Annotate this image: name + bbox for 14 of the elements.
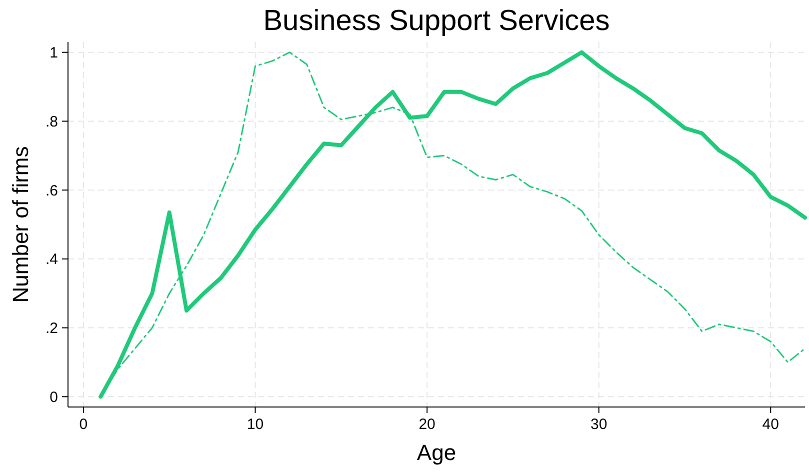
chart-title: Business Support Services [263, 5, 610, 37]
y-tick-label: 0 [50, 388, 58, 406]
y-tick-label: 1 [50, 44, 58, 62]
x-axis-title: Age [416, 440, 456, 465]
x-tick-label: 30 [590, 416, 608, 433]
y-tick-label: .6 [45, 182, 58, 200]
y-tick-label: .4 [45, 251, 58, 268]
y-tick-label: .8 [45, 113, 58, 130]
x-tick-label: 40 [762, 416, 779, 433]
x-tick-label: 0 [79, 416, 88, 433]
y-axis-title: Number of firms [8, 146, 33, 303]
y-tick-label: .2 [45, 320, 58, 338]
x-tick-label: 10 [246, 416, 264, 433]
x-tick-label: 20 [418, 416, 436, 433]
